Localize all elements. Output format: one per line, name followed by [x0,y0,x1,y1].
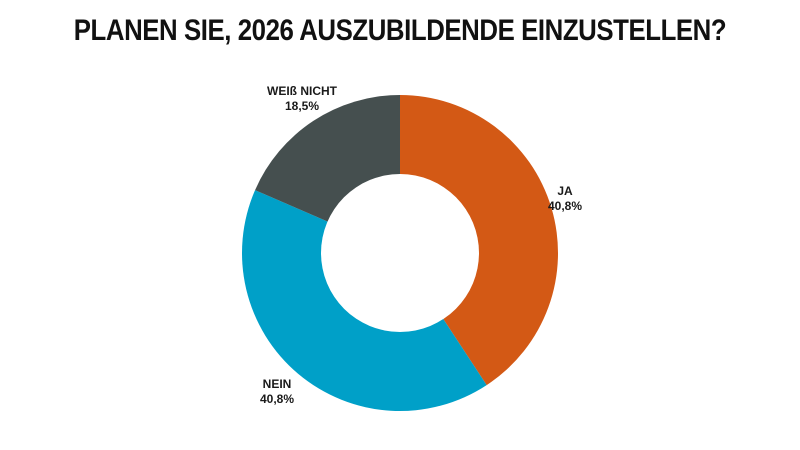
label-nein-value: 40,8% [259,392,295,406]
label-ja: JA 40,8% [505,184,625,214]
label-nein: NEIN 40,8% [217,377,337,407]
label-nein-name: NEIN [262,377,292,391]
donut-hole [321,174,479,332]
chart-title: PLANEN SIE, 2026 AUSZUBILDENDE EINZUSTEL… [73,14,727,47]
label-weiss-nicht-value: 18,5% [284,99,320,113]
label-ja-value: 40,8% [547,199,583,213]
label-weiss-nicht-name: WEIß NICHT [267,84,337,98]
label-ja-name: JA [557,184,573,198]
label-weiss-nicht: WEIß NICHT 18,5% [242,84,362,114]
